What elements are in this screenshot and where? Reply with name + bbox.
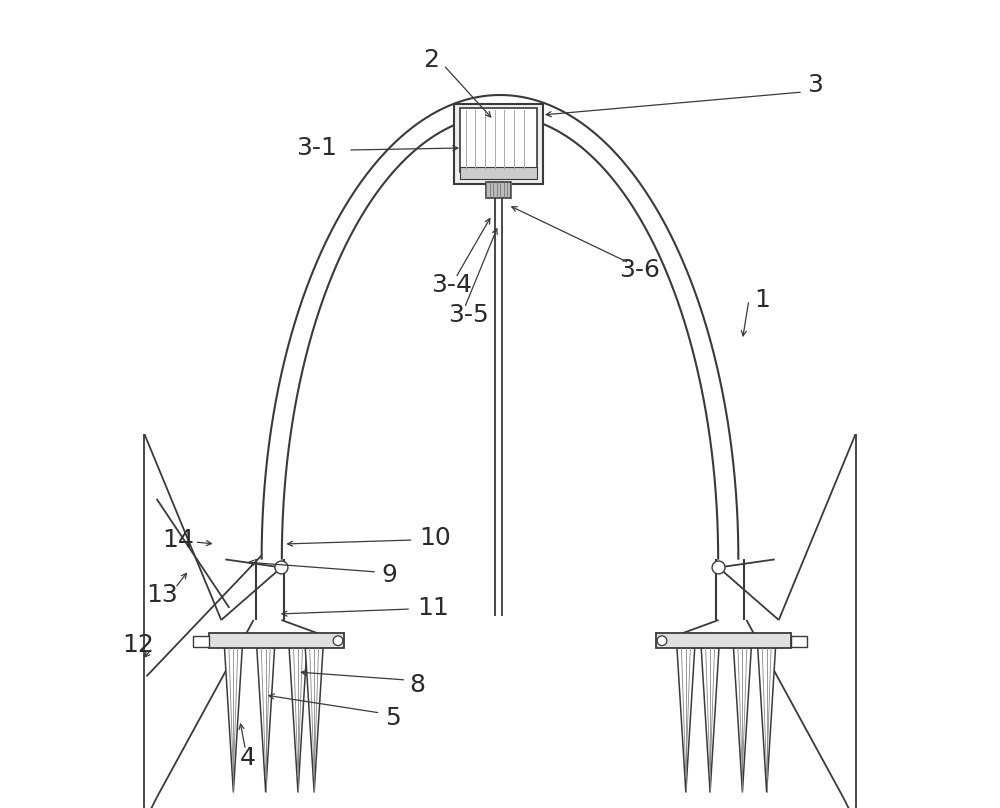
Bar xyxy=(460,107,537,172)
Text: 12: 12 xyxy=(122,633,154,657)
Text: 14: 14 xyxy=(162,528,194,552)
Text: 3-4: 3-4 xyxy=(431,273,472,297)
Circle shape xyxy=(657,636,667,646)
Bar xyxy=(209,633,344,648)
Circle shape xyxy=(275,561,288,574)
Bar xyxy=(193,636,209,647)
Polygon shape xyxy=(734,648,751,793)
Text: 4: 4 xyxy=(240,746,256,770)
Text: 3: 3 xyxy=(807,73,823,97)
Circle shape xyxy=(712,561,725,574)
Bar xyxy=(460,167,537,179)
Polygon shape xyxy=(257,648,275,793)
Text: 1: 1 xyxy=(755,288,770,312)
Text: 3-1: 3-1 xyxy=(296,136,337,160)
Text: 3-5: 3-5 xyxy=(448,303,489,327)
Polygon shape xyxy=(758,648,776,793)
Text: 3-6: 3-6 xyxy=(619,258,660,282)
Polygon shape xyxy=(224,648,242,793)
Bar xyxy=(791,636,807,647)
Bar xyxy=(454,104,543,183)
Bar xyxy=(656,633,791,648)
Circle shape xyxy=(333,636,343,646)
Text: 2: 2 xyxy=(423,48,439,72)
Polygon shape xyxy=(677,648,695,793)
Text: 5: 5 xyxy=(385,706,401,730)
Polygon shape xyxy=(289,648,307,793)
Polygon shape xyxy=(701,648,719,793)
Text: 11: 11 xyxy=(418,596,449,620)
Text: 13: 13 xyxy=(146,583,178,607)
Text: 8: 8 xyxy=(410,673,426,697)
Text: 9: 9 xyxy=(381,563,397,587)
Polygon shape xyxy=(305,648,323,793)
Bar xyxy=(486,182,511,198)
Text: 10: 10 xyxy=(419,526,451,550)
